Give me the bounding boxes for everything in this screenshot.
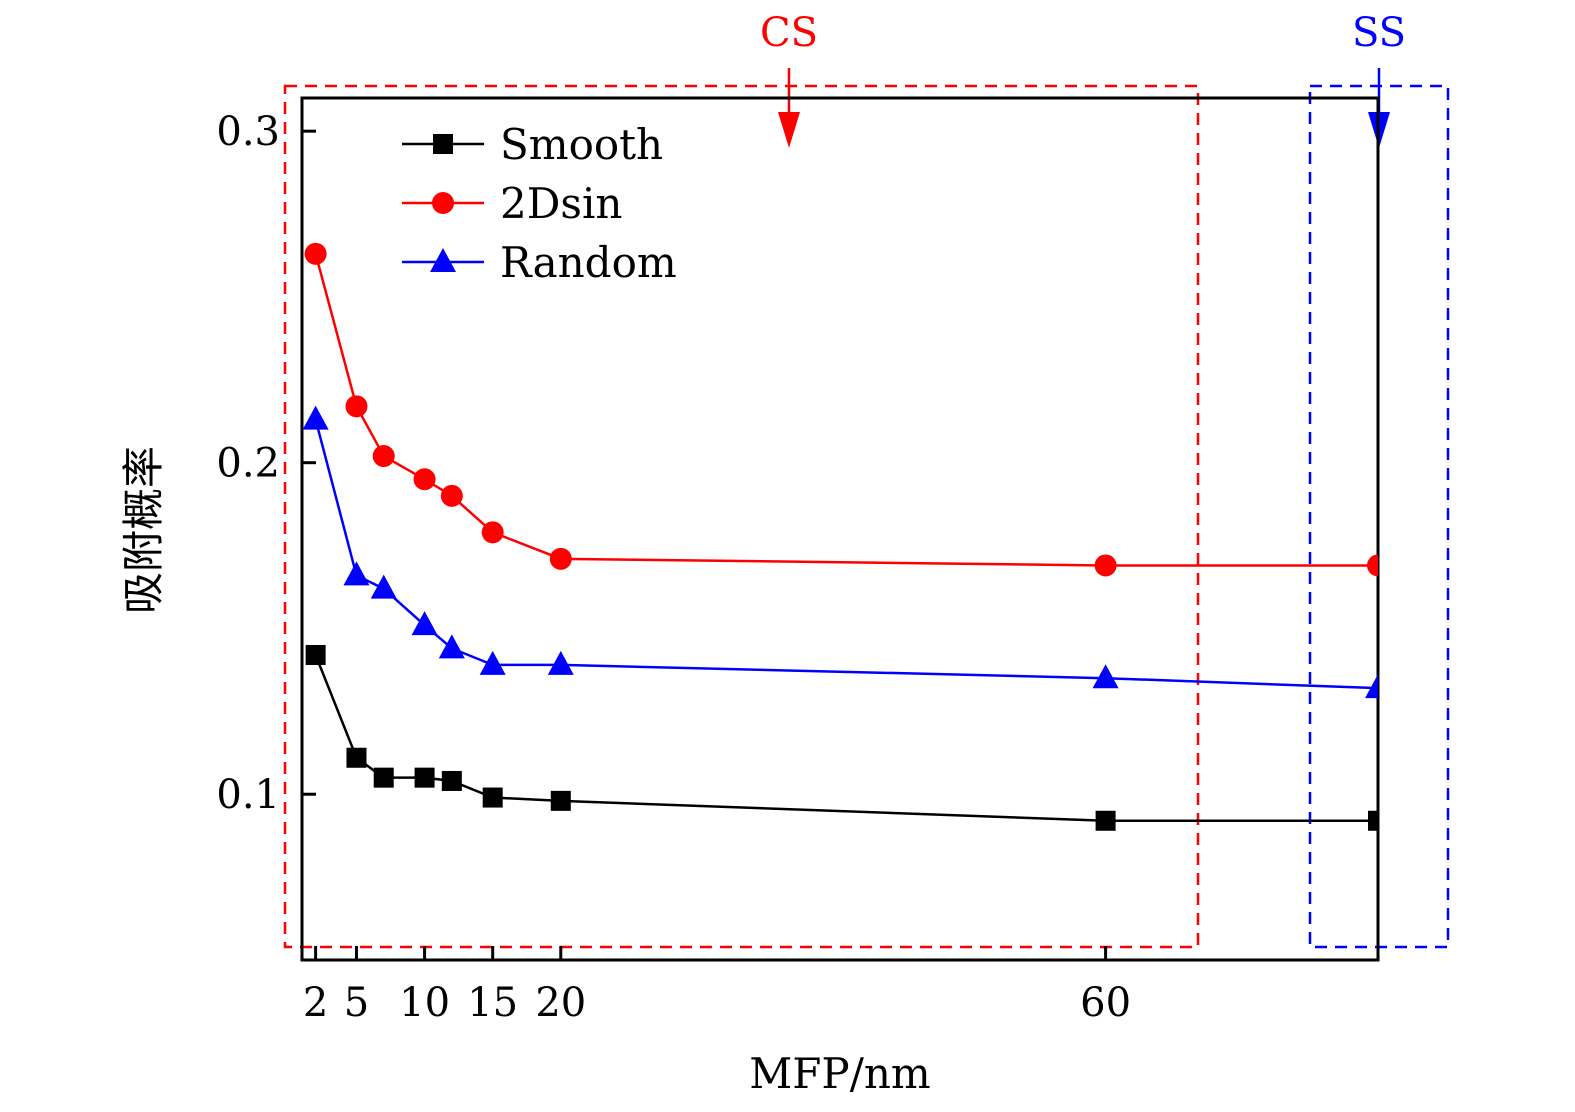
annotation-label-cs: CS	[760, 10, 818, 56]
data-point	[346, 747, 367, 768]
x-tick-label: 15	[467, 980, 518, 1026]
series-random	[302, 405, 1378, 699]
series-line	[314, 654, 1378, 823]
data-point	[343, 561, 370, 586]
data-point	[1094, 554, 1117, 577]
plot-frame	[300, 96, 1380, 962]
data-point	[370, 574, 397, 599]
data-point	[441, 770, 462, 791]
x-tick-label: 20	[535, 980, 586, 1026]
data-point	[547, 650, 574, 675]
x-tick-label: 60	[1080, 980, 1131, 1026]
y-tick-label: 0.2	[216, 441, 280, 487]
x-tick-label: 5	[344, 980, 369, 1026]
data-point	[1368, 810, 1378, 831]
series-2dsin	[304, 242, 1378, 577]
annotation-label-ss: SS	[1352, 10, 1406, 56]
y-tick-label: 0.1	[216, 772, 280, 818]
x-tick-label: 10	[399, 980, 450, 1026]
data-point	[481, 521, 504, 544]
x-axis-title: MFP/nm	[749, 1049, 930, 1098]
legend-marker-triangle-icon	[430, 248, 456, 272]
data-point	[479, 650, 506, 675]
series-line	[314, 419, 1378, 690]
data-point	[414, 767, 435, 788]
data-point	[550, 790, 571, 811]
data-point	[302, 405, 329, 430]
arrow-head-icon	[778, 112, 800, 148]
series-layer	[302, 242, 1378, 831]
data-point	[413, 468, 436, 491]
x-tick-label: 2	[303, 980, 328, 1026]
data-point	[438, 634, 465, 659]
data-point	[482, 787, 503, 808]
series-smooth	[305, 644, 1378, 831]
y-axis-title: 吸附概率	[119, 446, 168, 614]
series-line	[314, 253, 1378, 567]
annotation-layer: CS SS	[283, 10, 1450, 949]
data-point	[411, 611, 438, 636]
legend: Smooth 2Dsin Random	[402, 120, 677, 287]
data-point	[305, 644, 326, 665]
data-point	[1367, 554, 1378, 577]
legend-label: Random	[500, 238, 677, 287]
data-point	[1092, 664, 1119, 689]
axis-ticks: 2 5 10 15 20 60 0.1 0.2 0.3	[216, 109, 1131, 1026]
y-tick-label: 0.3	[216, 109, 280, 155]
data-point	[440, 484, 463, 507]
annotation-region-cs	[283, 84, 1200, 949]
legend-label: 2Dsin	[500, 179, 622, 228]
data-point	[373, 767, 394, 788]
legend-label: Smooth	[500, 120, 663, 169]
data-point	[1095, 810, 1116, 831]
data-point	[549, 547, 572, 570]
legend-marker-circle-icon	[432, 192, 454, 214]
data-point	[1365, 674, 1378, 699]
data-point	[304, 242, 327, 265]
data-point	[345, 395, 368, 418]
legend-marker-square-icon	[433, 134, 453, 154]
data-point	[372, 445, 395, 468]
